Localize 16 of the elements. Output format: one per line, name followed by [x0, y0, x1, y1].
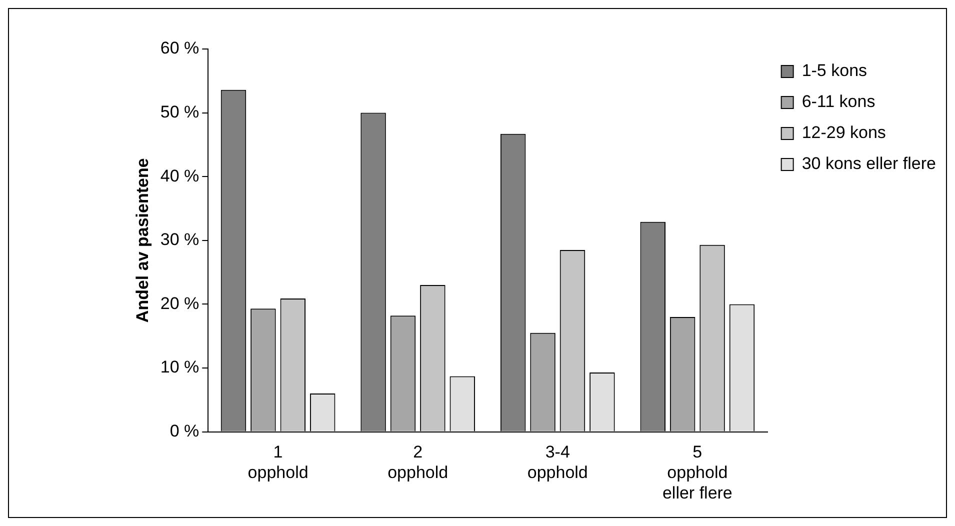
y-tick-label: 30 %: [160, 230, 200, 250]
y-tick-label: 40 %: [160, 166, 200, 186]
legend-label: 12-29 kons: [802, 123, 886, 142]
x-tick-label: 1 opphold: [248, 442, 308, 482]
x-tick-label: 5 opphold eller flere: [662, 442, 732, 502]
legend-label: 6-11 kons: [802, 92, 876, 112]
y-axis-title: Andel av pasientene: [132, 158, 152, 323]
y-tick-label: 20 %: [160, 294, 200, 313]
x-tick-label: 3-4 opphold: [527, 442, 588, 482]
y-tick-label: 60 %: [160, 38, 200, 58]
legend-label: 1-5 kons: [802, 61, 868, 80]
y-tick-label: 50 %: [160, 102, 200, 122]
y-tick-label: 10 %: [160, 358, 200, 377]
x-tick-label: 2 opphold: [388, 442, 448, 482]
y-tick-label: 0 %: [170, 421, 200, 440]
legend-label: 30 kons eller flere: [802, 154, 936, 174]
